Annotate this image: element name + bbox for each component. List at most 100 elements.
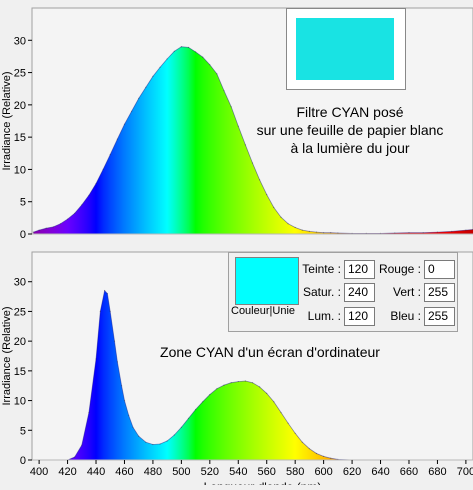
bottom-annotation: Zone CYAN d'un écran d'ordinateur: [140, 343, 400, 361]
data-point-1: [209, 64, 211, 66]
teinte-field[interactable]: 120: [344, 260, 375, 279]
data-point-2: [287, 422, 289, 424]
spectrum-line-2: [67, 289, 353, 461]
data-point-2: [128, 414, 130, 416]
y-tick-label-2: 10: [14, 396, 26, 408]
spectrum-area-2: [67, 290, 353, 460]
data-point-1: [223, 90, 225, 92]
data-point-2: [330, 457, 332, 459]
data-point-1: [273, 206, 275, 209]
x-tick-label: 700: [457, 466, 473, 478]
data-point-1: [95, 183, 97, 185]
data-point-1: [230, 106, 232, 108]
data-point-2: [116, 361, 118, 363]
vert-field[interactable]: 255: [424, 283, 455, 302]
y-tick-label-1: 15: [14, 132, 26, 144]
y-tick-label-2: 0: [20, 455, 26, 467]
data-point-1: [67, 218, 69, 220]
x-tick-label: 660: [400, 466, 418, 478]
y-tick-label-2: 20: [14, 336, 26, 348]
swatch-label: Couleur|Unie: [231, 305, 296, 317]
data-point-1: [451, 230, 453, 232]
data-point-1: [52, 226, 54, 228]
x-tick-label: 400: [30, 466, 48, 478]
data-point-2: [145, 441, 147, 443]
bottom-annotation-line-1: Zone CYAN d'un écran d'ordinateur: [160, 344, 380, 360]
data-point-2: [187, 417, 190, 419]
top-annotation-line-2: sur une feuille de papier blanc: [256, 122, 444, 138]
data-point-1: [244, 144, 246, 146]
data-point-2: [273, 401, 275, 403]
filter-photo-swatch: [296, 18, 394, 80]
rouge-field[interactable]: 0: [424, 260, 455, 279]
data-point-2: [180, 426, 182, 428]
data-point-1: [308, 230, 310, 232]
spectrum-line-1: [33, 46, 473, 234]
data-point-1: [32, 231, 35, 233]
data-point-1: [202, 56, 204, 58]
data-point-1: [38, 229, 40, 231]
y-tick-label-1: 20: [14, 100, 26, 112]
data-point-2: [81, 444, 83, 446]
data-point-1: [45, 227, 47, 229]
y-tick-label-2: 5: [20, 425, 26, 437]
data-point-2: [216, 388, 218, 390]
data-point-1: [180, 46, 182, 48]
x-tick-label: 520: [201, 466, 219, 478]
x-tick-label: 420: [58, 466, 76, 478]
data-point-1: [145, 86, 147, 88]
data-point-2: [106, 293, 108, 295]
data-point-2: [159, 443, 161, 445]
data-point-2: [266, 392, 268, 394]
x-tick-label: 600: [314, 466, 332, 478]
data-point-2: [104, 290, 106, 292]
data-point-2: [230, 382, 232, 384]
top-annotation-line-3: à la lumière du jour: [290, 140, 410, 156]
data-point-2: [280, 411, 282, 414]
lum-field[interactable]: 120: [344, 307, 375, 326]
data-point-2: [123, 400, 126, 402]
y-axis-title-2: Irradiance (Relative): [1, 306, 13, 405]
color-swatch: [235, 257, 299, 305]
x-tick-label: 500: [172, 466, 190, 478]
lum-label: Lum. :: [307, 309, 341, 323]
x-tick-label: 620: [343, 466, 361, 478]
data-point-1: [187, 46, 190, 49]
data-point-1: [287, 223, 289, 225]
data-point-2: [166, 440, 168, 442]
x-tick-label: 480: [144, 466, 162, 478]
data-point-1: [159, 66, 161, 68]
data-point-2: [88, 411, 90, 414]
filter-photo-frame: [286, 8, 406, 90]
x-tick-label: 560: [258, 466, 276, 478]
data-point-2: [99, 310, 101, 312]
data-point-1: [394, 232, 396, 234]
data-point-2: [237, 381, 239, 383]
teinte-label: Teinte :: [302, 262, 341, 276]
satur-field[interactable]: 240: [344, 283, 375, 302]
x-tick-label: 460: [115, 466, 133, 478]
data-point-1: [138, 97, 140, 99]
y-tick-label-1: 30: [14, 35, 26, 47]
x-tick-label: 640: [371, 466, 389, 478]
data-point-2: [95, 358, 97, 360]
y-tick-label-2: 30: [14, 277, 26, 289]
data-point-1: [81, 204, 83, 206]
data-point-1: [59, 223, 62, 225]
data-point-2: [173, 434, 175, 436]
data-point-2: [315, 452, 318, 455]
data-point-1: [173, 50, 175, 52]
data-point-2: [202, 401, 204, 403]
x-tick-label: 580: [286, 466, 304, 478]
y-axis-title-1: Irradiance (Relative): [1, 71, 13, 170]
data-point-1: [465, 229, 467, 231]
y-tick-label-1: 5: [20, 197, 26, 209]
data-point-2: [209, 394, 211, 396]
x-axis-title: Longueur d'onde (nm): [204, 480, 322, 485]
data-point-1: [251, 162, 254, 164]
y-tick-label-1: 10: [14, 164, 26, 176]
bleu-field[interactable]: 255: [424, 307, 455, 326]
data-point-1: [102, 168, 104, 170]
data-point-2: [74, 456, 76, 458]
data-point-1: [216, 73, 218, 75]
